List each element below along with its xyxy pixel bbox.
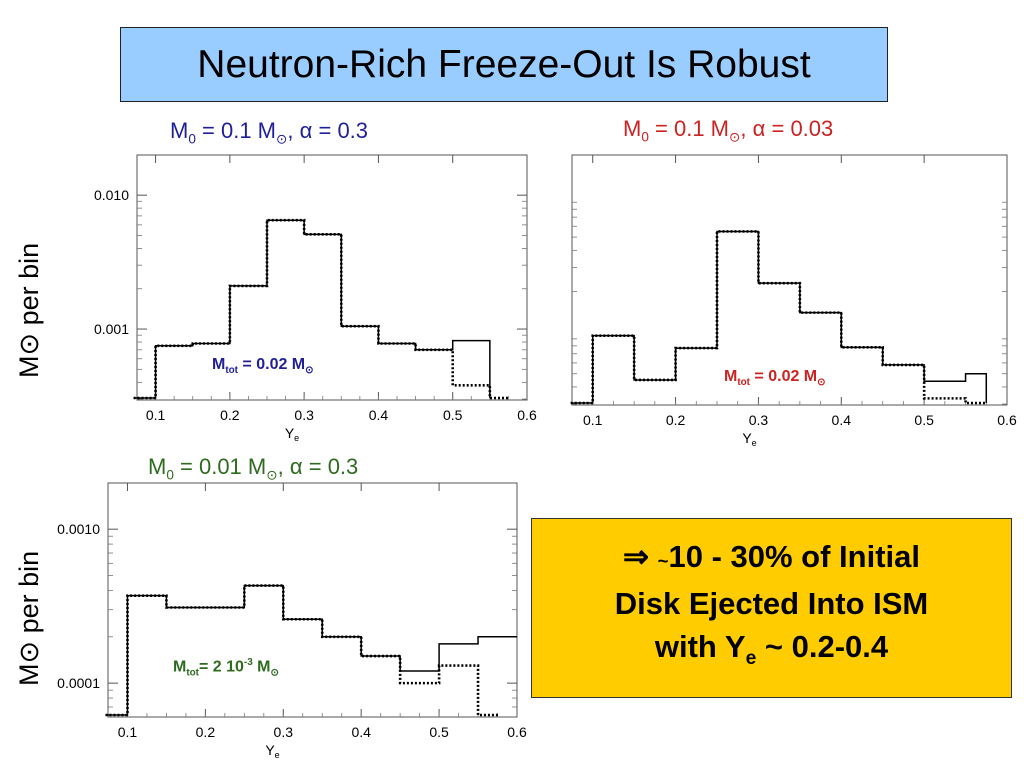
x-axis-label: Ye — [742, 430, 756, 448]
x-axis-label: Ye — [285, 425, 299, 443]
panel2-caption: M0 = 0.1 M⊙, α = 0.03 — [623, 116, 834, 145]
x-tick-label: 0.6 — [507, 724, 527, 740]
y-tick-label: 0.0001 — [57, 675, 100, 691]
callout-line-2: Disk Ejected Into ISM — [614, 586, 929, 622]
x-tick-label: 0.5 — [914, 412, 934, 428]
x-tick-label: 0.3 — [294, 407, 314, 423]
x-tick-label: 0.1 — [583, 412, 603, 428]
y-tick-label: 0.0010 — [57, 521, 100, 537]
callout-line-1: ⇒ ~10 - 30% of Initial — [623, 539, 920, 575]
y-tick-label: 0.010 — [94, 187, 129, 203]
x-tick-label: 0.3 — [749, 412, 769, 428]
x-axis-label: Ye — [265, 742, 279, 760]
x-tick-label: 0.1 — [118, 724, 138, 740]
panel2-mtot: Mtot = 0.02 M⊙ — [724, 368, 826, 389]
conclusion-callout: ⇒ ~10 - 30% of Initial Disk Ejected Into… — [531, 518, 1012, 698]
x-tick-label: 0.4 — [832, 412, 852, 428]
x-axis-label-sub: e — [275, 750, 280, 760]
x-tick-label: 0.6 — [997, 412, 1017, 428]
y-tick-label: 0.001 — [94, 321, 129, 337]
x-tick-label: 0.5 — [429, 724, 449, 740]
dotted-series-line — [570, 230, 986, 405]
panel1-caption: M0 = 0.1 M⊙, α = 0.3 — [170, 118, 369, 147]
x-axis-label-sub: e — [294, 433, 299, 443]
panel2-plot: 0.1 0.2 0.3 0.4 0.5 0.6 Ye — [570, 154, 1017, 448]
plot-frame — [107, 482, 518, 718]
plot-frame — [136, 154, 528, 401]
dotted-series-line — [105, 584, 499, 717]
x-tick-label: 0.1 — [146, 407, 166, 423]
panel3-mtot: Mtot= 2 10-3 M⊙ — [173, 657, 279, 679]
x-axis-label-sub: e — [752, 438, 757, 448]
dotted-series-line — [133, 218, 510, 400]
slide-title: Neutron-Rich Freeze-Out Is Robust — [197, 42, 811, 86]
x-tick-label: 0.4 — [351, 724, 371, 740]
x-tick-label: 0.2 — [220, 407, 240, 423]
panel1-plot: 0.1 0.2 0.3 0.4 0.5 0.6 Ye 0.010 0.001 — [94, 154, 537, 443]
x-tick-label: 0.2 — [196, 724, 216, 740]
plot-frame — [571, 154, 1008, 406]
x-tick-label: 0.6 — [517, 407, 537, 423]
x-tick-label: 0.3 — [274, 724, 294, 740]
x-tick-label: 0.5 — [443, 407, 463, 423]
x-tick-label: 0.4 — [369, 407, 389, 423]
slide-title-box: Neutron-Rich Freeze-Out Is Robust — [120, 27, 888, 102]
callout-line-3: with Ye ~ 0.2-0.4 — [654, 629, 889, 670]
panel1-mtot: Mtot = 0.02 M⊙ — [212, 356, 314, 377]
panel3-plot: 0.1 0.2 0.3 0.4 0.5 0.6 Ye 0.0010 0.0001 — [57, 482, 527, 760]
x-tick-label: 0.2 — [666, 412, 686, 428]
panel3-caption: M0 = 0.01 M⊙, α = 0.3 — [148, 454, 359, 483]
